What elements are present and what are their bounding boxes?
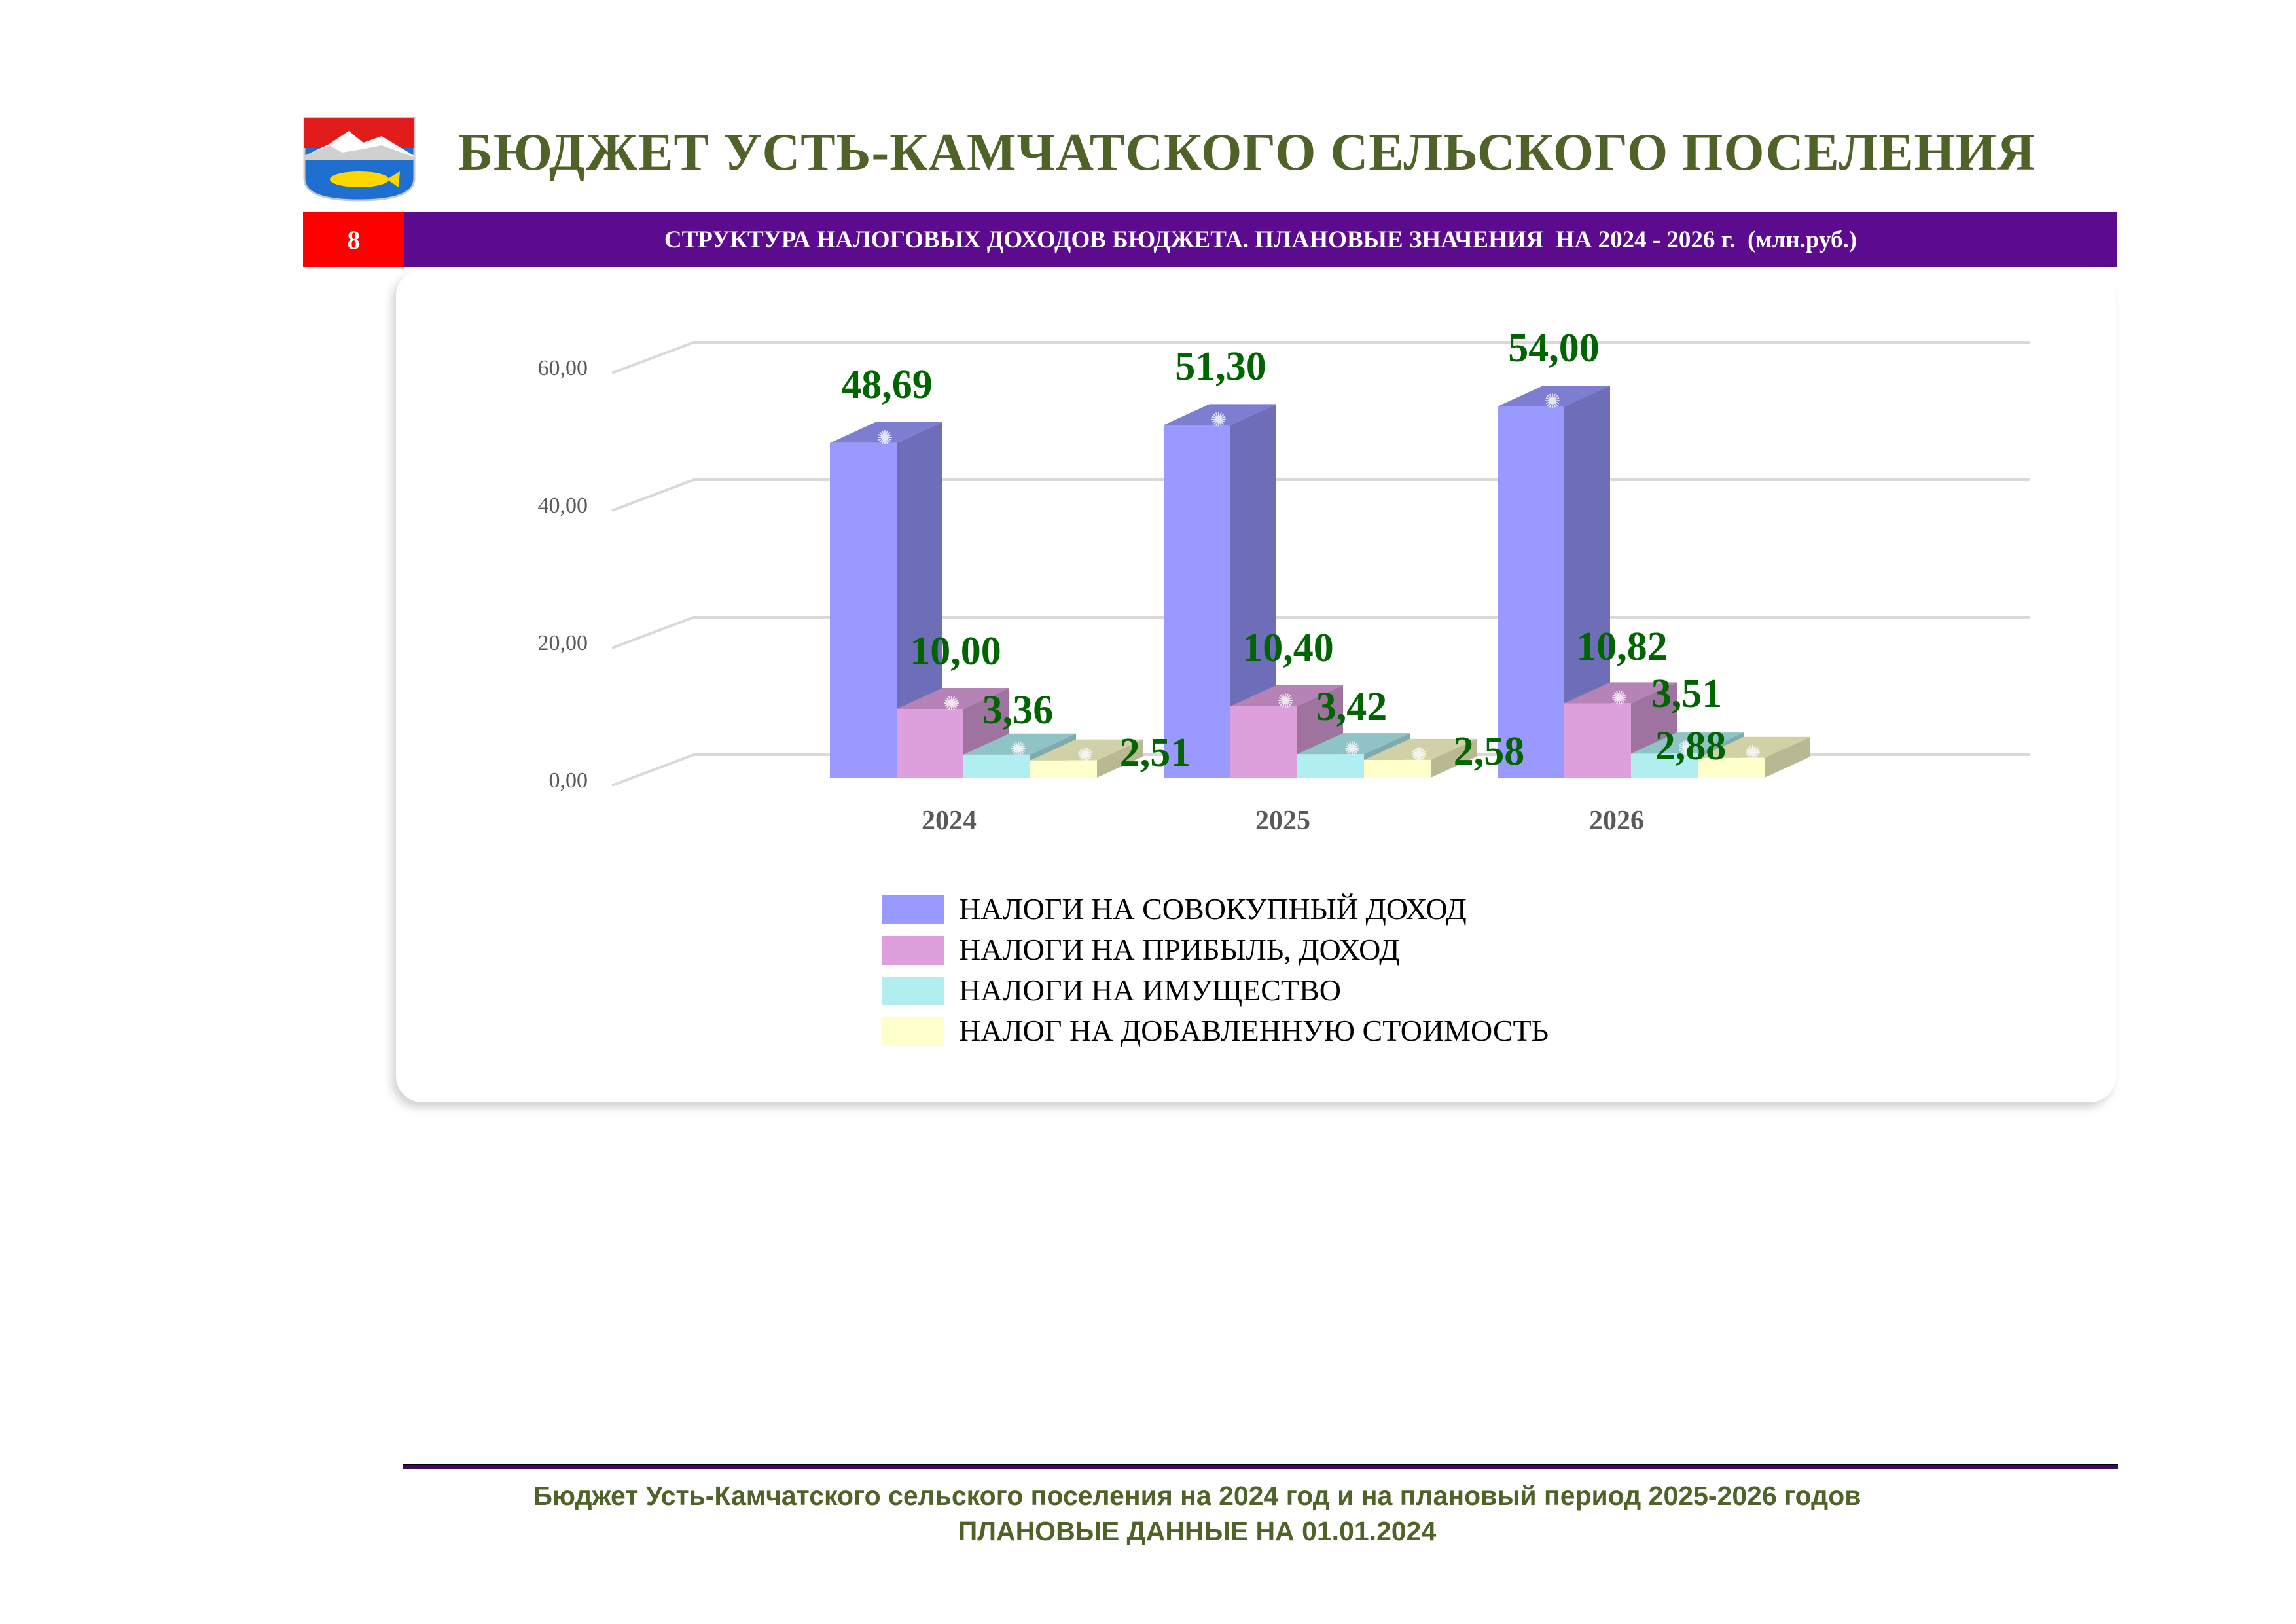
bar-front: [1164, 425, 1230, 778]
sparkle-icon: ✺: [1544, 390, 1560, 413]
y-tick-label: 0,00: [549, 768, 588, 793]
bar-top: [1364, 738, 1477, 760]
sparkle-icon: ✺: [1077, 744, 1093, 767]
bar: ✺: [1364, 738, 1477, 778]
y-tick-label: 60,00: [538, 356, 588, 380]
legend-label: НАЛОГИ НА ИМУЩЕСТВО: [959, 973, 1341, 1007]
sparkle-icon: ✺: [876, 427, 893, 450]
sparkle-icon: ✺: [1744, 742, 1761, 765]
legend-label: НАЛОГИ НА СОВОКУПНЫЙ ДОХОД: [959, 892, 1467, 926]
data-label: 2,88: [1655, 724, 1727, 768]
bar-front: [1698, 757, 1765, 778]
bar: ✺: [1698, 736, 1810, 778]
data-label: 3,42: [1316, 685, 1388, 729]
data-label: 2,51: [1120, 731, 1191, 775]
bar-top: [1230, 685, 1343, 706]
bar-front: [1030, 760, 1097, 778]
legend-swatch: [882, 1017, 944, 1046]
bar-top: [897, 688, 1009, 709]
sparkle-icon: ✺: [1677, 737, 1694, 760]
bar-front: [897, 709, 963, 778]
bar: ✺: [1164, 404, 1276, 778]
x-tick-label: 2025: [1255, 806, 1310, 836]
bar: ✺: [1498, 386, 1610, 778]
bar-front: [1364, 759, 1431, 778]
bar-front: [1230, 706, 1297, 778]
data-label: 51,30: [1175, 344, 1266, 389]
slide-number-badge: 8: [303, 212, 404, 267]
bar-side: [1431, 738, 1477, 778]
bar-top: [1698, 736, 1810, 758]
legend: НАЛОГИ НА СОВОКУПНЫЙ ДОХОД НАЛОГИ НА ПРИБ…: [882, 892, 1549, 1047]
data-label: 10,00: [910, 629, 1001, 674]
bar: ✺: [830, 422, 942, 778]
chart-subtitle-band: СТРУКТУРА НАЛОГОВЫХ ДОХОДОВ БЮДЖЕТА. ПЛА…: [404, 212, 2117, 267]
data-label: 3,36: [982, 688, 1054, 732]
bar-top: [1030, 739, 1143, 761]
bar: ✺: [1030, 739, 1143, 778]
legend-label: НАЛОГИ НА ПРИБЫЛЬ, ДОХОД: [959, 933, 1399, 966]
footer-divider: [403, 1464, 2118, 1469]
data-label: 3,51: [1651, 672, 1723, 716]
bar-top: [1297, 733, 1410, 755]
legend-swatch: [882, 977, 944, 1005]
sparkle-icon: ✺: [1344, 738, 1360, 761]
x-tick-label: 2024: [922, 806, 977, 836]
sparkle-icon: ✺: [1010, 738, 1026, 761]
data-label: 10,82: [1576, 624, 1668, 669]
bar-front: [963, 754, 1030, 778]
footer-caption: Бюджет Усть-Камчатского сельского поселе…: [533, 1481, 1861, 1511]
data-label: 48,69: [841, 363, 933, 407]
bar-top: [1631, 732, 1744, 754]
bar-front: [1297, 754, 1364, 778]
bar-top: [1164, 404, 1276, 425]
bar-side: [1564, 386, 1610, 778]
data-label: 54,00: [1508, 326, 1600, 370]
footer-date-note: ПЛАНОВЫЕ ДАННЫЕ НА 01.01.2024: [958, 1516, 1437, 1546]
bar-side: [1230, 404, 1276, 778]
legend-swatch: [882, 895, 944, 924]
bar-front: [1498, 406, 1564, 778]
y-tick-label: 20,00: [538, 631, 588, 655]
bar-top: [830, 422, 942, 443]
page-title: БЮДЖЕТ УСТЬ-КАМЧАТСКОГО СЕЛЬСКОГО ПОСЕЛЕ…: [458, 124, 2036, 181]
x-tick-label: 2026: [1589, 806, 1644, 836]
sparkle-icon: ✺: [1410, 744, 1427, 767]
bar-side: [1765, 736, 1810, 778]
legend-label: НАЛОГ НА ДОБАВЛЕННУЮ СТОИМОСТЬ: [959, 1014, 1549, 1047]
gridline: [611, 478, 2030, 512]
bar-top: [1498, 386, 1610, 406]
sparkle-icon: ✺: [1277, 690, 1293, 713]
y-tick-label: 40,00: [538, 494, 588, 518]
bar-front: [830, 442, 897, 778]
sparkle-icon: ✺: [1210, 408, 1227, 431]
bar-front: [1631, 753, 1698, 778]
bar-side: [1097, 739, 1143, 778]
gridline: [611, 341, 2030, 374]
bar-top: [1564, 682, 1677, 704]
coat-of-arms-icon: [303, 117, 416, 202]
sparkle-icon: ✺: [943, 693, 960, 715]
legend-swatch: [882, 936, 944, 965]
sparkle-icon: ✺: [1611, 687, 1627, 710]
data-label: 2,58: [1454, 729, 1525, 774]
bar-side: [897, 422, 942, 778]
bar-top: [963, 733, 1076, 755]
data-label: 10,40: [1242, 626, 1334, 670]
bar-front: [1564, 703, 1631, 778]
